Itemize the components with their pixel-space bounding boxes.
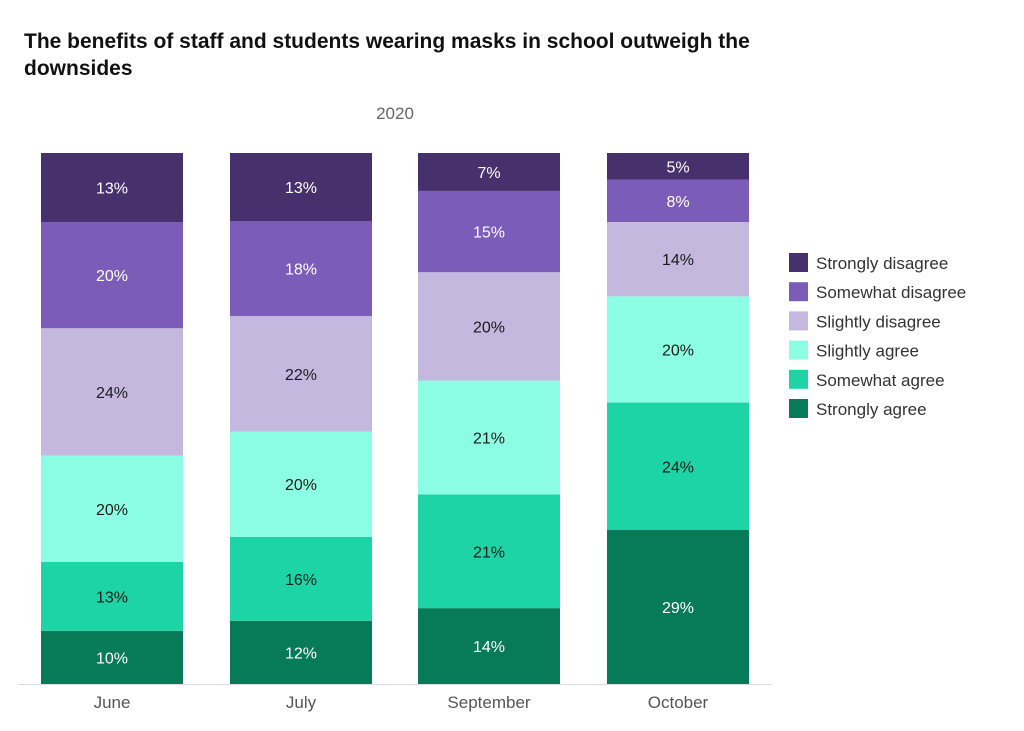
bar-segment bbox=[41, 153, 183, 223]
legend-label: Strongly disagree bbox=[816, 254, 948, 273]
data-label: 21% bbox=[473, 430, 505, 447]
bar-segment bbox=[418, 190, 560, 273]
data-label: 18% bbox=[285, 262, 317, 279]
x-tick-label: June bbox=[94, 693, 131, 712]
bar-segment bbox=[607, 179, 749, 223]
legend-label: Slightly disagree bbox=[816, 312, 941, 331]
legend-swatch bbox=[789, 340, 808, 360]
data-label: 5% bbox=[666, 159, 689, 176]
data-label: 29% bbox=[662, 600, 694, 617]
data-label: 15% bbox=[473, 225, 505, 242]
bar-segment bbox=[418, 608, 560, 684]
data-label: 7% bbox=[477, 165, 500, 182]
legend-swatch bbox=[789, 282, 808, 302]
bar-segment bbox=[230, 221, 372, 316]
bar-segment bbox=[230, 431, 372, 537]
data-label: 13% bbox=[96, 589, 128, 606]
bar-segment bbox=[230, 153, 372, 222]
bar-segment bbox=[607, 530, 749, 684]
data-label: 24% bbox=[96, 385, 128, 402]
chart-subtitle: 2020 bbox=[376, 104, 414, 123]
x-tick-label: July bbox=[286, 693, 317, 712]
bar-segment bbox=[230, 315, 372, 432]
bar-segment bbox=[41, 455, 183, 562]
data-label: 20% bbox=[662, 342, 694, 359]
bar-segment bbox=[41, 630, 183, 684]
legend-swatch bbox=[789, 369, 808, 389]
bar-segment bbox=[41, 222, 183, 329]
data-label: 14% bbox=[473, 639, 505, 656]
legend-swatch bbox=[789, 253, 808, 272]
bar-segment bbox=[418, 380, 560, 495]
data-label: 20% bbox=[96, 502, 128, 519]
data-label: 20% bbox=[96, 268, 128, 285]
bar-segment bbox=[41, 328, 183, 456]
data-label: 21% bbox=[473, 544, 505, 561]
data-label: 13% bbox=[96, 181, 128, 198]
legend-label: Somewhat agree bbox=[816, 371, 945, 390]
bar-segment bbox=[607, 402, 749, 531]
bar-segment bbox=[230, 536, 372, 621]
legend-swatch bbox=[789, 399, 808, 418]
bar-segment bbox=[418, 153, 560, 191]
bar-segment bbox=[607, 222, 749, 297]
data-label: 12% bbox=[285, 645, 317, 662]
data-label: 16% bbox=[285, 572, 317, 589]
legend-label: Somewhat disagree bbox=[816, 283, 966, 302]
data-label: 20% bbox=[473, 319, 505, 336]
x-tick-label: September bbox=[447, 693, 530, 712]
chart-title: The benefits of staff and students weari… bbox=[24, 30, 750, 80]
data-label: 10% bbox=[96, 650, 128, 667]
legend-label: Strongly agree bbox=[816, 400, 927, 419]
bar-segment bbox=[418, 272, 560, 381]
bar-segment bbox=[41, 561, 183, 631]
bar-segment bbox=[607, 296, 749, 403]
data-label: 20% bbox=[285, 477, 317, 494]
data-label: 22% bbox=[285, 367, 317, 384]
data-label: 8% bbox=[666, 194, 689, 211]
data-label: 14% bbox=[662, 252, 694, 269]
x-tick-label: October bbox=[648, 693, 709, 712]
bar-segment bbox=[230, 620, 372, 684]
data-label: 13% bbox=[285, 180, 317, 197]
bar-segment bbox=[418, 494, 560, 609]
legend-label: Slightly agree bbox=[816, 342, 919, 361]
bar-segment bbox=[607, 153, 749, 180]
legend-swatch bbox=[789, 311, 808, 331]
data-label: 24% bbox=[662, 459, 694, 476]
